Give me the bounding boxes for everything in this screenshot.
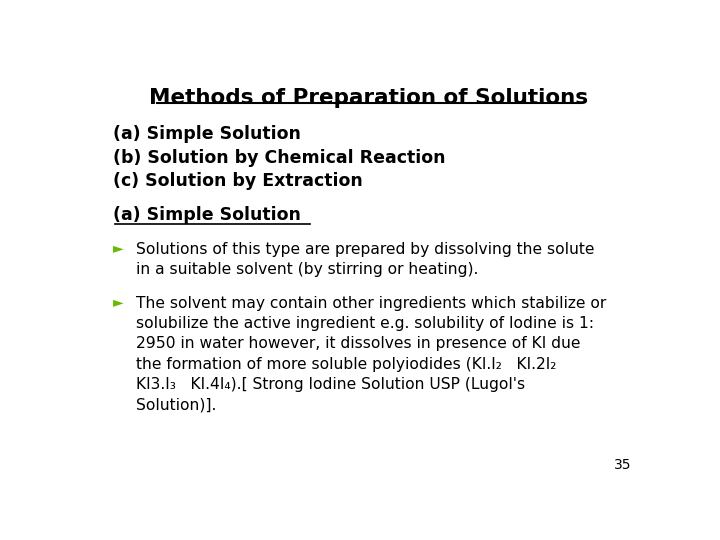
Text: (c) Solution by Extraction: (c) Solution by Extraction <box>114 172 363 191</box>
Text: (a) Simple Solution: (a) Simple Solution <box>114 206 301 224</box>
Text: (b) Solution by Chemical Reaction: (b) Solution by Chemical Reaction <box>114 149 446 167</box>
Text: The solvent may contain other ingredients which stabilize or
solubilize the acti: The solvent may contain other ingredient… <box>136 295 606 413</box>
Text: ►: ► <box>114 241 124 255</box>
Text: ►: ► <box>114 295 124 309</box>
Text: Methods of Preparation of Solutions: Methods of Preparation of Solutions <box>150 87 588 107</box>
Text: (a) Simple Solution: (a) Simple Solution <box>114 125 301 143</box>
Text: 35: 35 <box>613 458 631 472</box>
Text: Solutions of this type are prepared by dissolving the solute
in a suitable solve: Solutions of this type are prepared by d… <box>136 241 594 277</box>
